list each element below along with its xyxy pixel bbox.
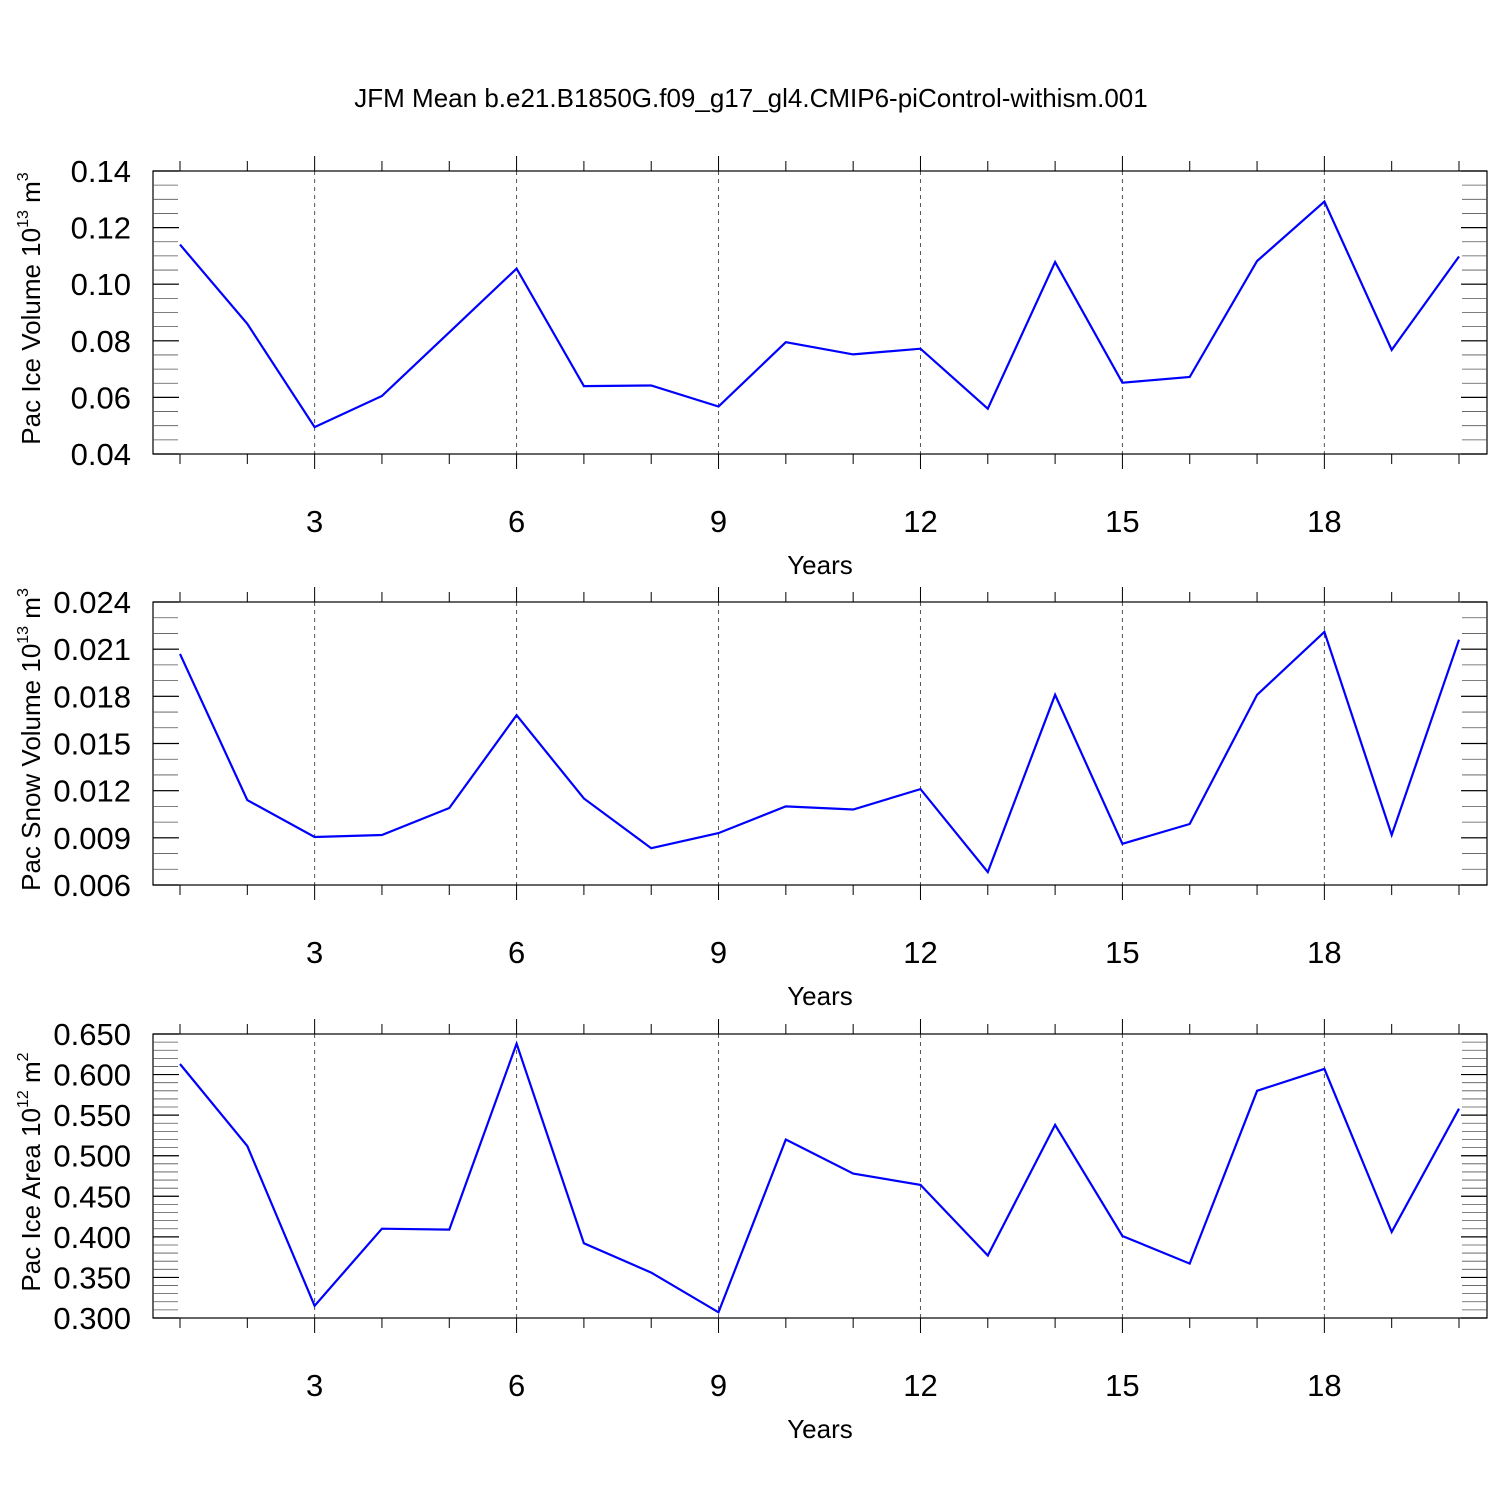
x-tick-label: 15 <box>1105 935 1139 970</box>
chart-panel-3: 3 6 9 12 15 18 Years 0.300 0.350 0.400 0.450 0.500 0… <box>15 1017 1488 1444</box>
x-tick-label: 12 <box>903 935 937 970</box>
x-tick-label: 15 <box>1105 504 1139 539</box>
y-tick-label: 0.300 <box>53 1301 131 1336</box>
x-tick-label: 6 <box>508 1368 525 1403</box>
x-tick-label: 18 <box>1307 504 1341 539</box>
x-tick-label: 18 <box>1307 935 1341 970</box>
plot-frame <box>152 170 1488 455</box>
x-axis-label: Years <box>787 1414 853 1444</box>
y-tick-label: 0.021 <box>53 632 131 667</box>
y-axis-label: Pac Snow Volume 1013 m3 <box>15 588 46 891</box>
y-tick-label: 0.08 <box>71 324 131 359</box>
y-axis-label: Pac Ice Volume 1013 m3 <box>15 172 46 445</box>
y-tick-label: 0.12 <box>71 211 131 246</box>
x-tick-label: 6 <box>508 935 525 970</box>
y-tick-label: 0.10 <box>71 267 131 302</box>
series-line <box>179 629 1461 875</box>
y-tick-label: 0.06 <box>71 380 131 415</box>
y-tick-label: 0.600 <box>53 1058 131 1093</box>
chart-title: JFM Mean b.e21.B1850G.f09_g17_gl4.CMIP6-… <box>354 83 1147 113</box>
x-tick-label: 6 <box>508 504 525 539</box>
y-tick-label: 0.14 <box>71 154 131 189</box>
x-tick-label: 3 <box>306 935 323 970</box>
x-tick-label: 9 <box>710 504 727 539</box>
y-tick-label: 0.450 <box>53 1179 131 1214</box>
y-tick-label: 0.024 <box>53 585 131 620</box>
x-tick-label: 15 <box>1105 1368 1139 1403</box>
x-axis-label: Years <box>787 550 853 580</box>
series-line <box>179 199 1460 429</box>
y-tick-label: 0.04 <box>71 437 131 472</box>
x-tick-label: 18 <box>1307 1368 1341 1403</box>
y-tick-label: 0.400 <box>53 1220 131 1255</box>
series-line <box>179 1040 1460 1314</box>
x-axis-label: Years <box>787 981 853 1011</box>
x-tick-label: 12 <box>903 1368 937 1403</box>
y-tick-label: 0.650 <box>53 1017 131 1052</box>
x-tick-label: 3 <box>306 504 323 539</box>
y-tick-label: 0.550 <box>53 1098 131 1133</box>
x-tick-label: 9 <box>710 1368 727 1403</box>
y-tick-label: 0.009 <box>53 821 131 856</box>
y-tick-label: 0.350 <box>53 1260 131 1295</box>
plot-frame <box>152 601 1488 886</box>
plot-frame <box>152 1033 1488 1319</box>
y-tick-label: 0.500 <box>53 1139 131 1174</box>
chart-panel-2: 3 6 9 12 15 18 Years 0.006 0.009 0.012 0.015 0.018 0… <box>15 585 1488 1011</box>
x-tick-label: 3 <box>306 1368 323 1403</box>
y-tick-label: 0.015 <box>53 727 131 762</box>
x-tick-label: 9 <box>710 935 727 970</box>
y-tick-label: 0.006 <box>53 868 131 903</box>
y-axis-label: Pac Ice Area 1012 m2 <box>15 1052 46 1291</box>
chart-panel-1: 3 6 9 12 15 18 Years 0.04 0.06 0.08 0.10 0.12 0.14 Pa… <box>15 154 1488 580</box>
x-tick-label: 12 <box>903 504 937 539</box>
y-tick-label: 0.012 <box>53 774 131 809</box>
y-tick-label: 0.018 <box>53 679 131 714</box>
